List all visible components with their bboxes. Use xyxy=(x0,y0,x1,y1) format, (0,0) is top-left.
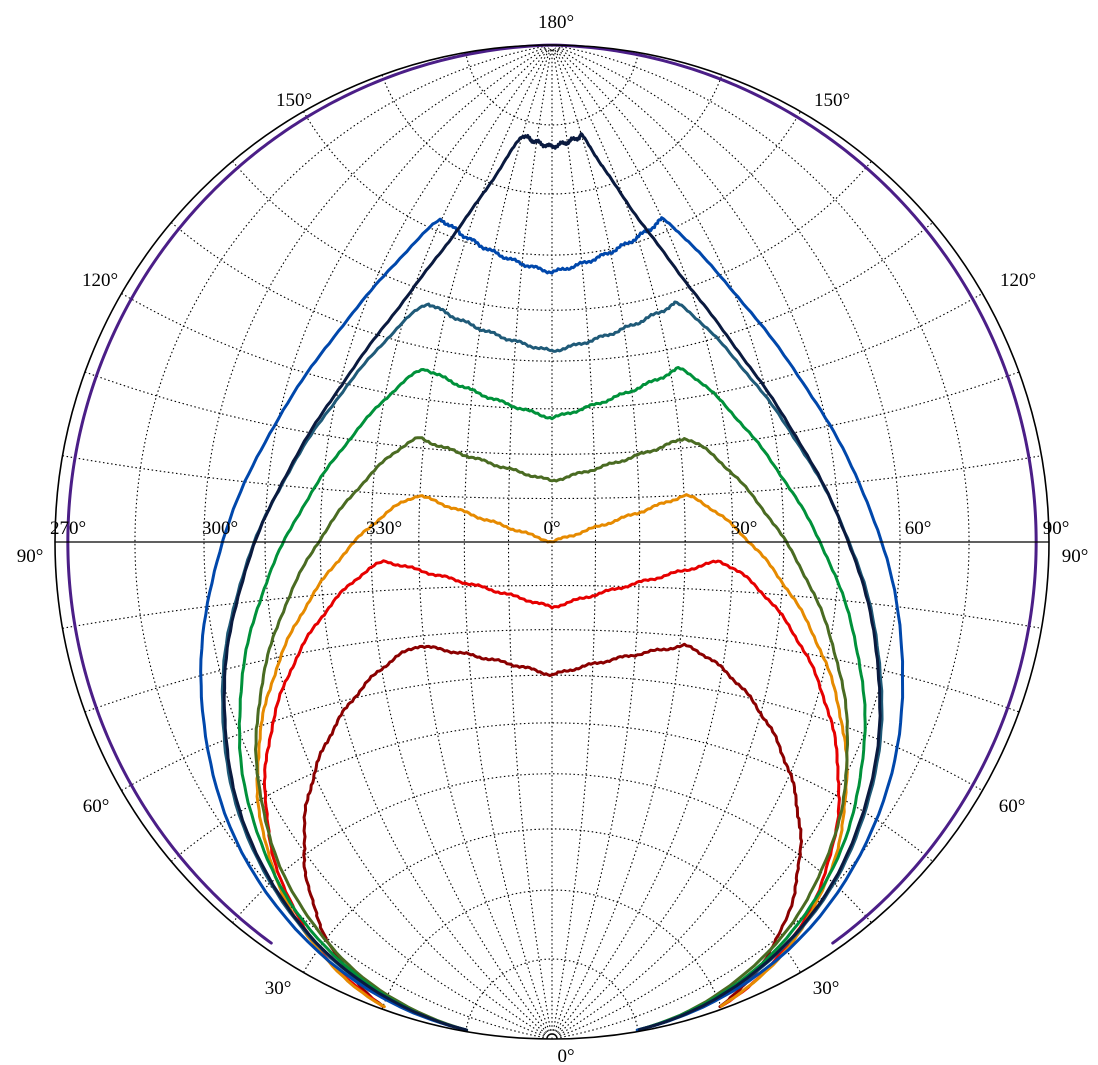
tick-label-equator-330: 330° xyxy=(366,518,402,539)
series-line xyxy=(262,559,841,1008)
tick-label-equator-60: 60° xyxy=(905,518,932,539)
grid-parallel xyxy=(303,828,801,973)
grid-parallel xyxy=(381,74,723,195)
tick-label-top: 180° xyxy=(538,12,574,33)
tick-label-right-30: 30° xyxy=(813,978,840,999)
tick-label-equator-30: 30° xyxy=(731,518,758,539)
grid-parallel xyxy=(232,160,872,311)
series-line xyxy=(237,365,867,1032)
series-line xyxy=(199,216,905,1032)
grid-meridian xyxy=(552,48,641,1036)
grid-meridian xyxy=(555,46,840,1038)
grid-parallel xyxy=(381,889,723,1010)
grid-parallel xyxy=(465,958,639,1032)
series-line xyxy=(254,436,850,1032)
tick-label-equator-0: 0° xyxy=(543,518,560,539)
tick-label-equator-left: 270° xyxy=(50,518,86,539)
grid-meridian xyxy=(203,45,549,1039)
tick-label-left-150: 150° xyxy=(276,90,312,111)
grid-meridian xyxy=(134,45,548,1039)
tick-label-bottom: 0° xyxy=(557,1046,574,1065)
tick-label-left-90: 90° xyxy=(17,546,44,567)
grid-meridian xyxy=(554,47,734,1037)
grid-parallel xyxy=(232,773,872,924)
grid-parallel xyxy=(170,222,934,362)
tick-label-equator-right: 90° xyxy=(1043,518,1070,539)
tick-label-right-120: 120° xyxy=(1000,270,1036,291)
series-line xyxy=(222,132,882,1032)
tick-label-left-120: 120° xyxy=(82,270,118,291)
grid-parallel xyxy=(303,111,801,256)
tick-label-right-60: 60° xyxy=(999,796,1026,817)
grid-parallel xyxy=(465,52,639,126)
grid-meridian xyxy=(555,45,901,1039)
tick-label-left-60: 60° xyxy=(83,796,110,817)
tick-label-left-30: 30° xyxy=(265,978,292,999)
grid-parallel xyxy=(121,674,983,791)
tick-label-right-150: 150° xyxy=(814,90,850,111)
grid-parallel xyxy=(84,371,1020,455)
tick-label-right-90: 90° xyxy=(1062,546,1089,567)
grid-meridian xyxy=(370,47,550,1037)
series-line xyxy=(302,642,804,1009)
grid-meridian xyxy=(264,46,549,1038)
tick-label-equator-300: 300° xyxy=(202,518,238,539)
grid-parallel xyxy=(84,629,1020,713)
grid-meridian xyxy=(556,45,970,1039)
